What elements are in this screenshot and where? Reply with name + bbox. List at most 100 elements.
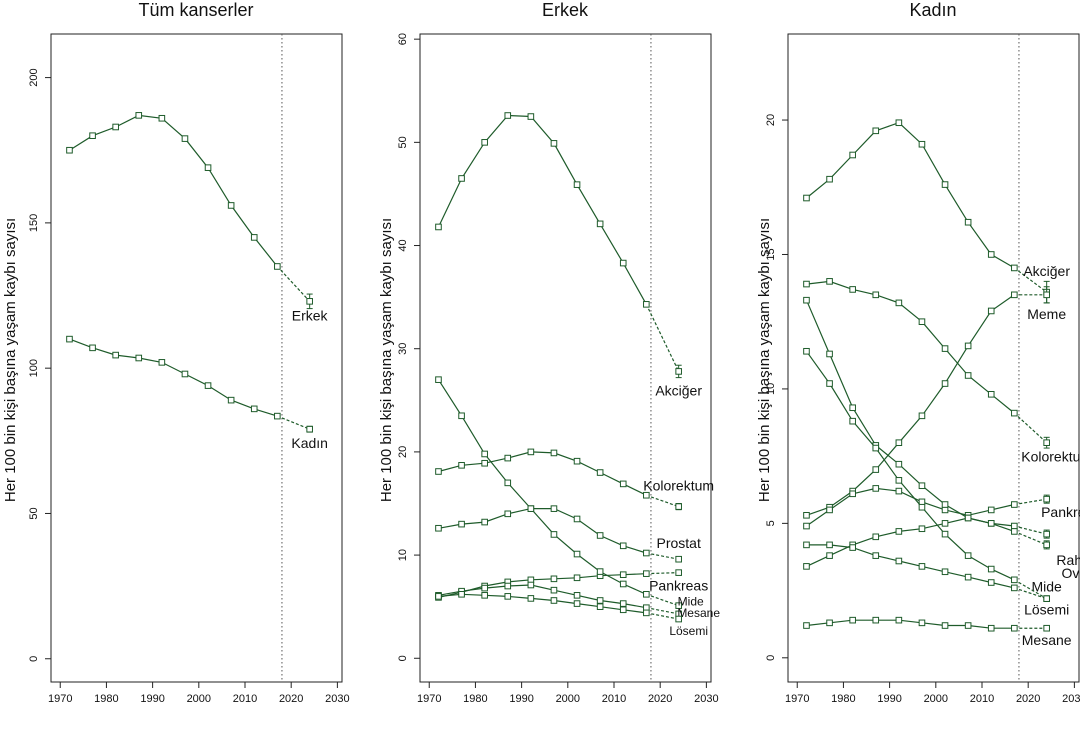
data-point bbox=[987, 624, 995, 632]
data-point bbox=[895, 119, 903, 127]
data-point bbox=[872, 466, 880, 473]
x-tick-label: 1980 bbox=[94, 693, 118, 705]
projected-point bbox=[1043, 439, 1050, 446]
series-akciger: Akciğer bbox=[803, 119, 1070, 304]
data-point bbox=[527, 581, 535, 589]
series-label: Mesane bbox=[1022, 632, 1072, 648]
data-point bbox=[504, 510, 512, 518]
data-point bbox=[504, 454, 512, 462]
data-point bbox=[550, 586, 558, 594]
series-label: Akciğer bbox=[655, 382, 702, 398]
data-point bbox=[619, 480, 627, 488]
y-tick-label: 5 bbox=[765, 520, 777, 526]
data-point bbox=[596, 603, 604, 610]
series-line bbox=[438, 584, 647, 609]
y-tick-label: 60 bbox=[397, 33, 409, 45]
data-point bbox=[918, 498, 926, 506]
data-point bbox=[941, 380, 949, 387]
data-point bbox=[826, 278, 833, 285]
projection-line bbox=[645, 304, 680, 372]
x-tick-label: 1970 bbox=[48, 693, 72, 705]
data-point bbox=[573, 574, 581, 582]
data-point bbox=[596, 532, 604, 539]
data-point bbox=[918, 619, 926, 627]
x-tick-label: 2020 bbox=[1016, 693, 1040, 705]
projection-line bbox=[646, 572, 679, 575]
data-point bbox=[458, 462, 465, 469]
projection-line bbox=[1014, 579, 1047, 600]
series-erkek: Erkek bbox=[66, 112, 329, 323]
data-point bbox=[527, 113, 535, 120]
x-tick-label: 2030 bbox=[694, 693, 718, 705]
projection-line bbox=[646, 612, 679, 620]
data-point bbox=[964, 622, 972, 629]
data-point bbox=[596, 220, 604, 228]
series-label: Kolorektum bbox=[643, 478, 714, 494]
data-point bbox=[895, 439, 903, 446]
data-point bbox=[987, 506, 995, 514]
data-point bbox=[504, 112, 512, 119]
data-point bbox=[941, 345, 949, 352]
y-tick-label: 150 bbox=[28, 214, 40, 232]
data-point bbox=[918, 318, 926, 326]
projected-point bbox=[675, 602, 682, 609]
data-point bbox=[204, 164, 212, 171]
data-point bbox=[573, 592, 581, 599]
panel-men: Erkek Her 100 bin kişi başına yaşam kayb… bbox=[378, 0, 720, 705]
data-point bbox=[643, 491, 650, 499]
data-point bbox=[1011, 624, 1018, 632]
plot-frame bbox=[50, 33, 343, 683]
data-point bbox=[987, 307, 995, 315]
x-tick-label: 1980 bbox=[463, 693, 487, 705]
data-point bbox=[849, 616, 856, 624]
data-point bbox=[573, 457, 581, 465]
data-point bbox=[619, 600, 627, 607]
data-point bbox=[573, 600, 581, 607]
data-point bbox=[135, 354, 143, 362]
series-line bbox=[437, 114, 647, 305]
panel-all-cancers: Tüm kanserler Her 100 bin kişi başına ya… bbox=[2, 0, 350, 705]
projected-point bbox=[675, 569, 682, 576]
series-line bbox=[806, 122, 1015, 269]
panel-women: Kadın Her 100 bin kişi başına yaşam kayb… bbox=[756, 0, 1080, 705]
series-mesane: Mesane bbox=[435, 581, 720, 620]
data-point bbox=[435, 376, 442, 383]
data-point bbox=[619, 580, 627, 588]
data-point bbox=[826, 506, 833, 514]
data-point bbox=[619, 259, 627, 267]
projection-line bbox=[276, 266, 311, 302]
series-line bbox=[806, 619, 1015, 629]
x-tick-label: 2010 bbox=[970, 693, 994, 705]
y-axis-label: Her 100 bin kişi başına yaşam kaybı sayı… bbox=[756, 218, 773, 502]
data-point bbox=[643, 570, 650, 577]
x-tick-label: 2030 bbox=[1062, 693, 1080, 705]
data-point bbox=[872, 533, 880, 541]
data-point bbox=[803, 522, 810, 530]
series-kadin: Kadın bbox=[66, 335, 328, 451]
data-point bbox=[204, 382, 212, 389]
projection-line bbox=[646, 607, 679, 615]
data-point bbox=[643, 549, 650, 557]
x-tick-label: 1970 bbox=[417, 693, 441, 705]
series-line bbox=[806, 280, 1015, 414]
data-point bbox=[987, 390, 995, 398]
data-point bbox=[550, 575, 558, 583]
data-point bbox=[1011, 409, 1018, 417]
data-point bbox=[481, 139, 488, 146]
series-label: Mide bbox=[678, 595, 704, 609]
data-point bbox=[550, 505, 558, 512]
projected-point bbox=[675, 555, 682, 563]
data-point bbox=[66, 335, 73, 343]
data-point bbox=[250, 405, 258, 413]
data-point bbox=[964, 342, 972, 350]
data-point bbox=[550, 140, 558, 147]
data-point bbox=[849, 544, 856, 551]
data-point bbox=[573, 515, 581, 523]
data-point bbox=[481, 518, 488, 526]
x-tick-label: 1990 bbox=[509, 693, 533, 705]
series-label: Pankreas bbox=[649, 578, 708, 594]
data-point bbox=[826, 619, 833, 627]
data-point bbox=[895, 460, 903, 468]
data-point bbox=[849, 286, 856, 293]
data-point bbox=[895, 299, 903, 307]
